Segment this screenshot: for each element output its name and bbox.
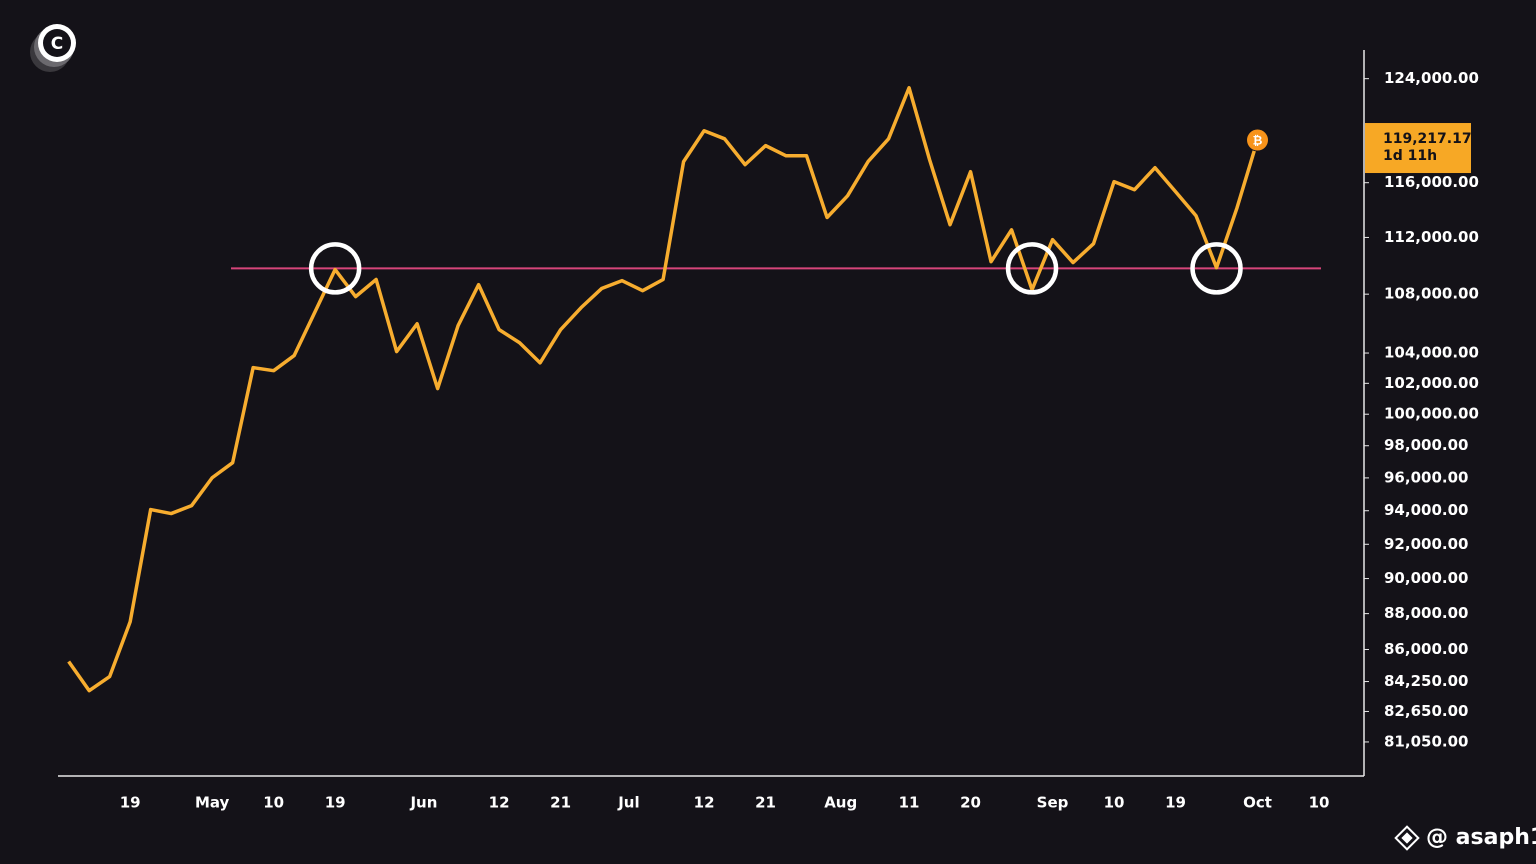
y-tick-label: 116,000.00	[1384, 173, 1479, 191]
watermark: @ asaph1	[1394, 825, 1536, 851]
x-tick-label: 21	[550, 794, 571, 812]
x-tick-label: Aug	[824, 794, 857, 812]
y-tick-label: 112,000.00	[1384, 228, 1479, 246]
y-tick-label: 100,000.00	[1384, 405, 1479, 423]
last-price: 119,217.17	[1383, 131, 1472, 147]
y-tick-label: 104,000.00	[1384, 344, 1479, 362]
x-tick-label: 12	[694, 794, 715, 812]
x-tick-label: 19	[120, 794, 141, 812]
x-tick-label: 20	[960, 794, 981, 812]
highlight-circle	[1005, 242, 1059, 295]
y-tick-label: 88,000.00	[1384, 604, 1468, 622]
x-tick-label: Jul	[617, 794, 639, 812]
price-line	[67, 86, 1260, 693]
svg-text:C: C	[51, 34, 63, 54]
coin-marker	[1246, 128, 1270, 152]
y-tick-label: 81,050.00	[1384, 732, 1468, 750]
y-tick-label: 90,000.00	[1384, 569, 1468, 587]
y-tick-label: 98,000.00	[1384, 436, 1468, 454]
coin-symbol: ₿	[1253, 134, 1263, 148]
x-tick-label: 10	[1104, 794, 1125, 812]
countdown: 1d 11h	[1383, 148, 1437, 164]
highlight-circle	[1190, 242, 1243, 295]
y-tick-label: 94,000.00	[1384, 501, 1468, 519]
y-tick-label: 108,000.00	[1384, 285, 1479, 303]
x-tick-label: Jun	[409, 794, 437, 812]
y-tick-label: 82,650.00	[1384, 702, 1468, 720]
y-tick-label: 86,000.00	[1384, 640, 1468, 658]
x-tick-label: May	[195, 794, 230, 812]
y-tick-label: 96,000.00	[1384, 468, 1468, 486]
x-tick-label: 10	[263, 794, 284, 812]
x-tick-label: 21	[755, 794, 776, 812]
price-box	[1365, 123, 1471, 174]
x-tick-label: Sep	[1037, 794, 1069, 812]
highlight-circle	[308, 242, 362, 295]
x-tick-label: 11	[899, 794, 920, 812]
x-tick-label: Oct	[1243, 794, 1272, 812]
x-tick-label: 12	[489, 794, 510, 812]
y-tick-label: 84,250.00	[1384, 672, 1468, 690]
y-tick-label: 124,000.00	[1384, 69, 1479, 87]
x-tick-label: 10	[1309, 794, 1330, 812]
x-tick-label: 19	[325, 794, 346, 812]
y-tick-label: 102,000.00	[1384, 374, 1479, 392]
watermark-text: @ asaph1	[1426, 825, 1536, 850]
y-tick-label: 92,000.00	[1384, 535, 1468, 553]
logo: C	[30, 24, 76, 72]
x-tick-label: 19	[1165, 794, 1186, 812]
